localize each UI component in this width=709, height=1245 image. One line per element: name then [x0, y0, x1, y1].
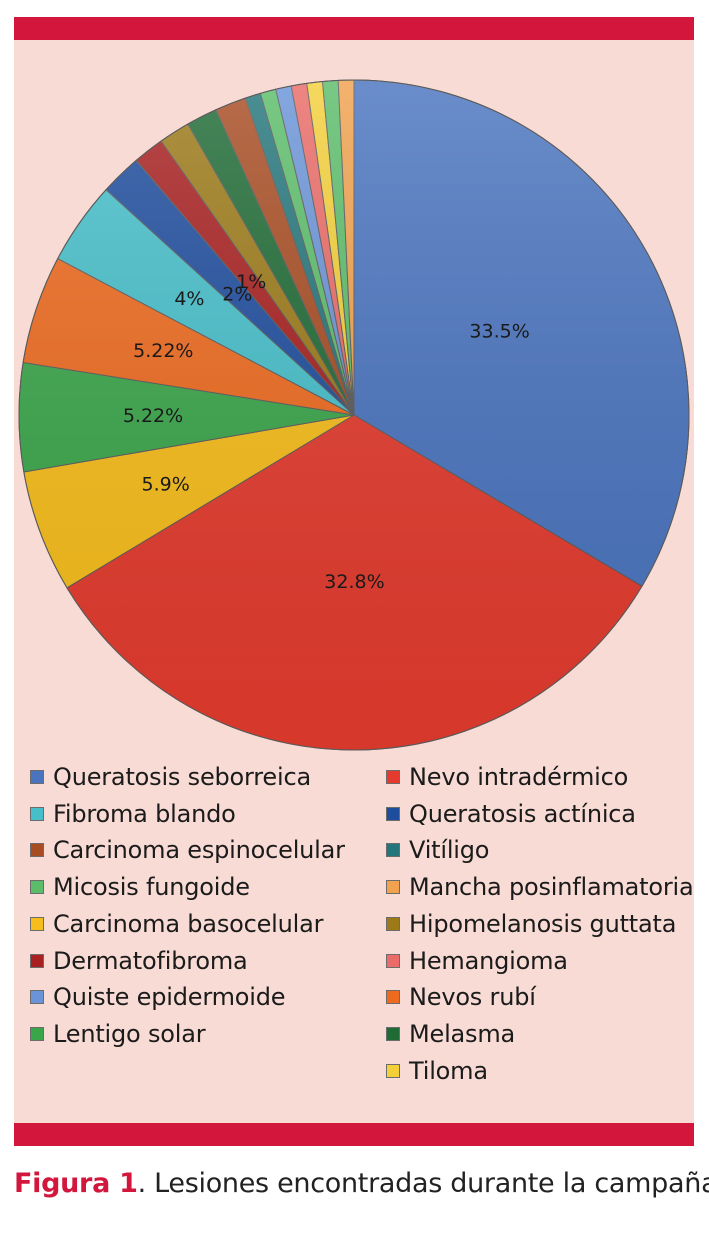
- legend-label: Dermatofibroma: [53, 946, 248, 975]
- legend-item: Hipomelanosis guttata: [386, 909, 676, 939]
- caption-separator: .: [137, 1168, 147, 1199]
- legend-label: Nevos rubí: [409, 983, 536, 1012]
- legend-label: Nevo intradérmico: [409, 763, 629, 791]
- legend-label: Melasma: [409, 1019, 516, 1048]
- legend-swatch: [30, 1026, 44, 1041]
- legend-label: Queratosis actínica: [409, 799, 636, 828]
- legend-swatch: [30, 770, 44, 784]
- legend-swatch: [386, 843, 400, 858]
- legend-swatch: [386, 953, 400, 968]
- data-label-queratosis-actinica: 2%: [222, 283, 252, 305]
- pie-labels: 33.5% 32.8% 5.9% 5.22% 5.22% 4% 2%1%: [123, 271, 530, 593]
- data-label-carcinoma-basocelular: 5.9%: [141, 474, 189, 496]
- legend-swatch: [30, 953, 44, 968]
- figure-caption: Figura 1. Lesiones encontradas durante l…: [14, 1168, 709, 1199]
- legend-swatch: [386, 1026, 400, 1041]
- legend-swatch: [386, 990, 400, 1005]
- legend-label: Micosis fungoide: [53, 873, 250, 902]
- legend-item: Vitíligo: [386, 835, 489, 865]
- legend-item: Hemangioma: [386, 946, 568, 976]
- pie-outline: [18, 79, 690, 751]
- data-label-dermatofibroma: 1%: [236, 271, 266, 293]
- legend-swatch: [30, 843, 44, 858]
- legend-item: Nevos rubí: [386, 982, 536, 1012]
- legend-swatch: [386, 806, 400, 821]
- legend-swatch: [30, 806, 44, 821]
- legend-item: Dermatofibroma: [30, 946, 248, 976]
- legend-swatch: [386, 1063, 400, 1078]
- legend-item: Fibroma blando: [30, 799, 236, 829]
- legend-swatch: [30, 880, 44, 895]
- legend-swatch: [386, 770, 400, 784]
- legend-label: Carcinoma basocelular: [53, 909, 324, 938]
- data-label-fibroma-blando: 4%: [174, 288, 204, 310]
- legend-label: Tiloma: [409, 1056, 488, 1085]
- data-label-nevo-intradermico: 32.8%: [324, 571, 384, 593]
- bottom-accent-bar: [14, 1123, 694, 1146]
- legend-item: Tiloma: [386, 1056, 488, 1086]
- legend-item: Quiste epidermoide: [30, 982, 286, 1012]
- legend-label: Carcinoma espinocelular: [53, 836, 345, 865]
- legend-label: Mancha posinflamatoria: [409, 873, 694, 902]
- legend-label: Vitíligo: [409, 836, 490, 865]
- caption-text: Lesiones encontradas durante la campaña.: [145, 1168, 709, 1199]
- legend-label: Quiste epidermoide: [53, 983, 286, 1012]
- data-label-lentigo-solar: 5.22%: [123, 405, 183, 427]
- top-accent-bar: [14, 17, 694, 40]
- data-label-nevos-rubi: 5.22%: [133, 340, 193, 362]
- legend-item: Lentigo solar: [30, 1019, 206, 1049]
- legend-swatch: [30, 916, 44, 931]
- legend-label: Queratosis seborreica: [53, 763, 311, 791]
- legend-label: Hipomelanosis guttata: [409, 909, 677, 938]
- data-label-queratosis-seborreica: 33.5%: [469, 321, 529, 343]
- legend-item: Queratosis seborreica: [30, 762, 311, 792]
- legend-item: Mancha posinflamatoria: [386, 872, 694, 902]
- pie-chart: 33.5% 32.8% 5.9% 5.22% 5.22% 4% 2%1%: [18, 79, 690, 751]
- legend-label: Hemangioma: [409, 946, 568, 975]
- legend-item: Queratosis actínica: [386, 799, 636, 829]
- legend-label: Fibroma blando: [53, 799, 236, 828]
- legend-item: Carcinoma basocelular: [30, 909, 323, 939]
- legend-swatch: [386, 880, 400, 895]
- legend-item: Nevo intradérmico: [386, 762, 628, 792]
- legend-swatch: [386, 916, 400, 931]
- caption-figure-label: Figura 1: [14, 1168, 138, 1199]
- legend-swatch: [30, 990, 44, 1005]
- legend-label: Lentigo solar: [53, 1019, 206, 1048]
- legend-item: Micosis fungoide: [30, 872, 250, 902]
- legend-item: Melasma: [386, 1019, 515, 1049]
- legend-item: Carcinoma espinocelular: [30, 835, 345, 865]
